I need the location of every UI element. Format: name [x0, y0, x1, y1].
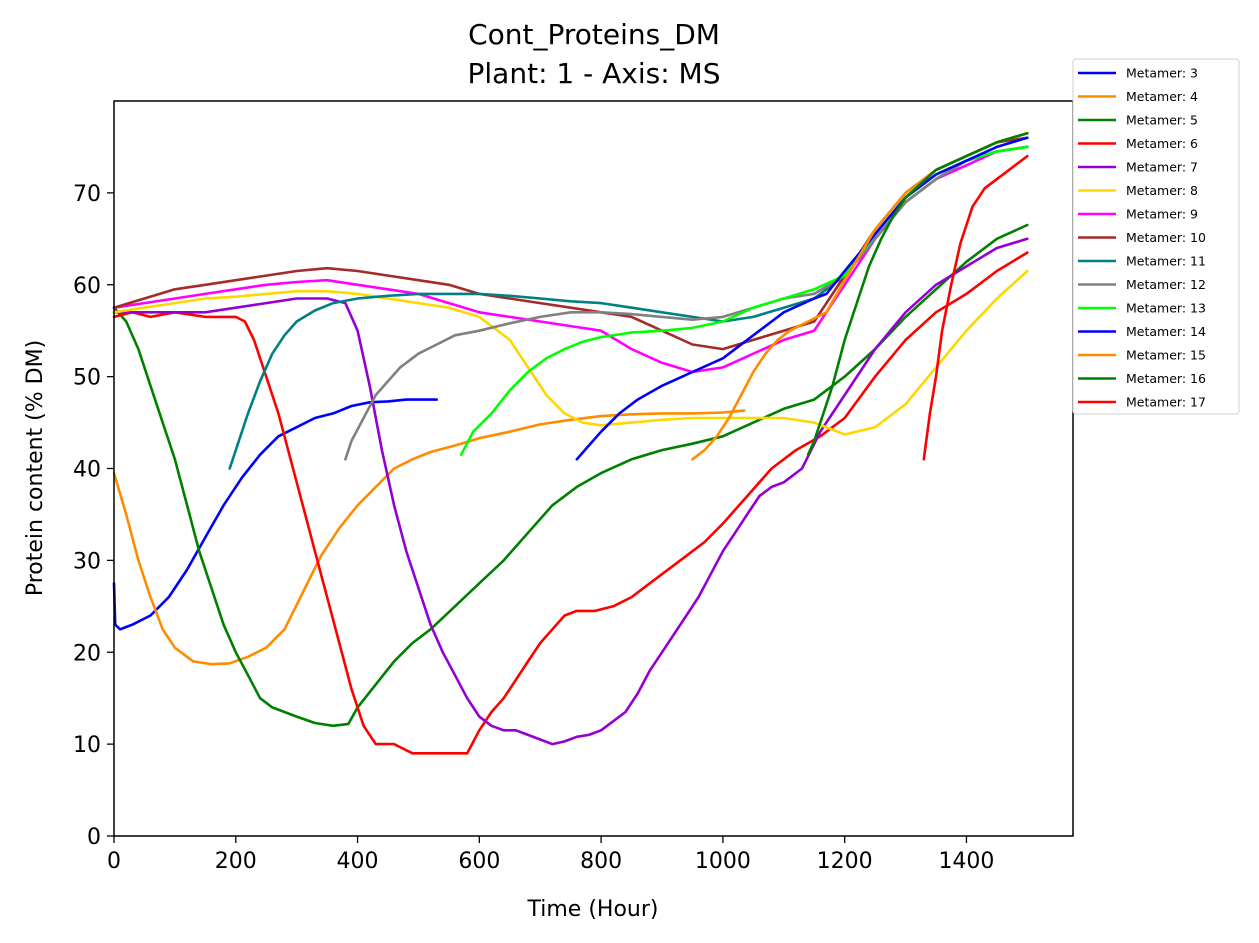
legend-label: Metamer: 15 — [1126, 348, 1206, 363]
x-tick-label: 400 — [337, 849, 379, 874]
series-line-5 — [112, 237, 1029, 746]
x-tick-label: 600 — [458, 849, 500, 874]
x-tick-label: 1000 — [695, 849, 751, 874]
y-tick-label: 70 — [73, 182, 101, 207]
x-tick-label: 200 — [215, 849, 257, 874]
x-axis: 0 200 400 600 800 1000 1200 1400 — [107, 836, 994, 874]
chart-subtitle: Plant: 1 - Axis: MS — [468, 57, 721, 90]
y-tick-label: 40 — [73, 458, 101, 483]
series-line-2 — [112, 409, 746, 666]
legend-label: Metamer: 12 — [1126, 277, 1206, 292]
y-tick-label: 0 — [87, 825, 101, 850]
legend-label: Metamer: 8 — [1126, 183, 1198, 198]
legend-label: Metamer: 16 — [1126, 371, 1206, 386]
series-line-15 — [922, 154, 1029, 461]
x-tick-label: 800 — [580, 849, 622, 874]
x-tick-label: 1200 — [817, 849, 873, 874]
y-axis: 0 10 20 30 40 50 60 70 — [73, 182, 114, 850]
legend-label: Metamer: 6 — [1126, 136, 1198, 151]
legend-label: Metamer: 17 — [1126, 395, 1206, 410]
y-tick-label: 50 — [73, 366, 101, 391]
legend-label: Metamer: 5 — [1126, 113, 1198, 128]
x-axis-label: Time (Hour) — [527, 897, 659, 922]
legend-label: Metamer: 9 — [1126, 207, 1198, 222]
chart-title: Cont_Proteins_DM — [468, 18, 720, 51]
series-layer — [112, 131, 1029, 755]
legend-label: Metamer: 7 — [1126, 160, 1198, 175]
y-axis-label: Protein content (% DM) — [23, 340, 48, 596]
y-tick-label: 60 — [73, 274, 101, 299]
series-line-6 — [112, 269, 1029, 436]
x-tick-label: 0 — [107, 849, 121, 874]
legend-label: Metamer: 13 — [1126, 301, 1206, 316]
legend-frame — [1072, 58, 1240, 415]
series-line-12 — [575, 136, 1029, 461]
plot-area — [112, 100, 1074, 837]
legend-label: Metamer: 10 — [1126, 230, 1206, 245]
series-line-14 — [806, 131, 1029, 456]
legend-label: Metamer: 11 — [1126, 254, 1206, 269]
series-line-3 — [112, 223, 1029, 728]
legend: Metamer: 3 Metamer: 4 Metamer: 5 Metamer: 6… — [1072, 58, 1240, 415]
legend-label: Metamer: 4 — [1126, 89, 1198, 104]
x-tick-label: 1400 — [938, 849, 994, 874]
y-tick-label: 10 — [73, 733, 101, 758]
legend-label: Metamer: 3 — [1126, 66, 1198, 81]
series-line-4 — [112, 251, 1029, 755]
y-tick-label: 20 — [73, 641, 101, 666]
legend-label: Metamer: 14 — [1126, 324, 1206, 339]
series-line-1 — [112, 398, 438, 631]
y-tick-label: 30 — [73, 549, 101, 574]
